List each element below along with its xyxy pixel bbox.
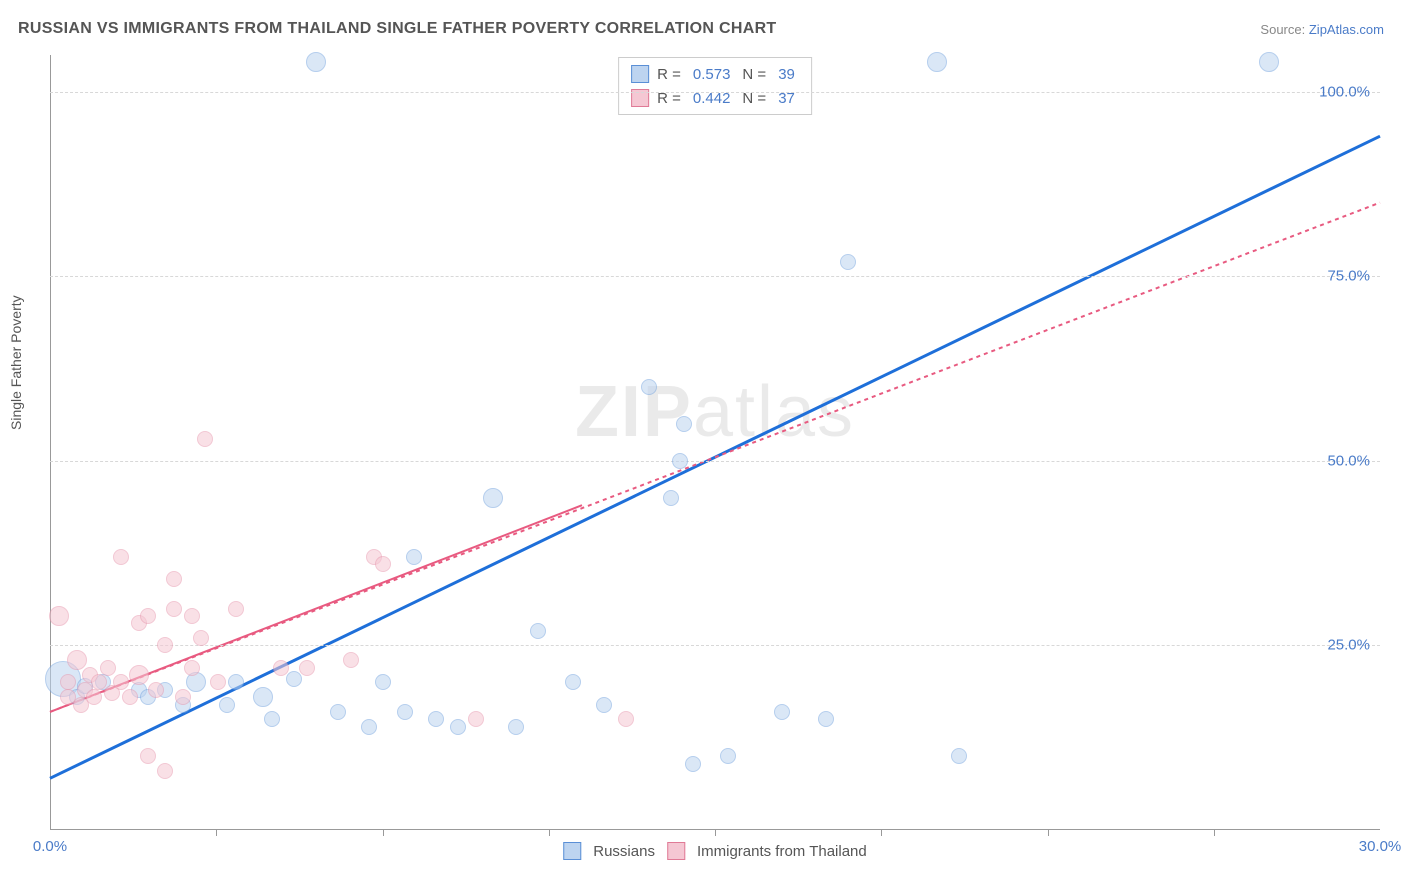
data-point bbox=[175, 689, 191, 705]
data-point bbox=[210, 674, 226, 690]
y-tick-label: 100.0% bbox=[1319, 83, 1370, 100]
data-point bbox=[140, 748, 156, 764]
data-point bbox=[100, 660, 116, 676]
data-point bbox=[596, 697, 612, 713]
data-point bbox=[618, 711, 634, 727]
data-point bbox=[428, 711, 444, 727]
stat-r-label: R = bbox=[657, 66, 681, 83]
data-point bbox=[193, 630, 209, 646]
data-point bbox=[927, 52, 947, 72]
y-axis-label: Single Father Poverty bbox=[8, 295, 24, 430]
gridline-h bbox=[50, 276, 1380, 277]
data-point bbox=[951, 748, 967, 764]
data-point bbox=[483, 488, 503, 508]
stat-n-label: N = bbox=[742, 66, 766, 83]
data-point bbox=[299, 660, 315, 676]
data-point bbox=[530, 623, 546, 639]
data-point bbox=[565, 674, 581, 690]
data-point bbox=[166, 571, 182, 587]
data-point bbox=[361, 719, 377, 735]
x-tick-label: 0.0% bbox=[33, 838, 67, 855]
data-point bbox=[840, 254, 856, 270]
data-point bbox=[184, 608, 200, 624]
data-point bbox=[228, 601, 244, 617]
data-point bbox=[375, 674, 391, 690]
series-legend: Russians Immigrants from Thailand bbox=[563, 842, 867, 860]
y-tick-label: 75.0% bbox=[1327, 268, 1370, 285]
data-point bbox=[157, 637, 173, 653]
data-point bbox=[306, 52, 326, 72]
x-minor-tick bbox=[881, 830, 882, 836]
data-point bbox=[685, 756, 701, 772]
data-point bbox=[148, 682, 164, 698]
data-point bbox=[676, 416, 692, 432]
x-minor-tick bbox=[1214, 830, 1215, 836]
data-point bbox=[91, 674, 107, 690]
data-point bbox=[113, 674, 129, 690]
chart-title: RUSSIAN VS IMMIGRANTS FROM THAILAND SING… bbox=[18, 20, 777, 38]
data-point bbox=[286, 671, 302, 687]
trendlines-layer bbox=[50, 55, 1380, 830]
data-point bbox=[67, 650, 87, 670]
data-point bbox=[60, 674, 76, 690]
y-tick-label: 25.0% bbox=[1327, 637, 1370, 654]
data-point bbox=[641, 379, 657, 395]
data-point bbox=[397, 704, 413, 720]
legend-stat-row: R =0.442N =37 bbox=[631, 86, 799, 110]
data-point bbox=[330, 704, 346, 720]
data-point bbox=[508, 719, 524, 735]
x-minor-tick bbox=[549, 830, 550, 836]
legend-swatch bbox=[667, 842, 685, 860]
x-minor-tick bbox=[715, 830, 716, 836]
data-point bbox=[343, 652, 359, 668]
data-point bbox=[720, 748, 736, 764]
data-point bbox=[1259, 52, 1279, 72]
data-point bbox=[219, 697, 235, 713]
x-tick-label: 30.0% bbox=[1359, 838, 1402, 855]
legend-label: Immigrants from Thailand bbox=[697, 843, 867, 860]
data-point bbox=[129, 665, 149, 685]
y-tick-label: 50.0% bbox=[1327, 452, 1370, 469]
chart-plot-area: ZIPatlas R =0.573N =39R =0.442N =37 Russ… bbox=[50, 55, 1380, 830]
gridline-h bbox=[50, 645, 1380, 646]
data-point bbox=[672, 453, 688, 469]
data-point bbox=[253, 687, 273, 707]
legend-label: Russians bbox=[593, 843, 655, 860]
data-point bbox=[818, 711, 834, 727]
data-point bbox=[157, 763, 173, 779]
gridline-h bbox=[50, 461, 1380, 462]
x-minor-tick bbox=[1048, 830, 1049, 836]
data-point bbox=[113, 549, 129, 565]
data-point bbox=[663, 490, 679, 506]
source-attribution: Source: ZipAtlas.com bbox=[1260, 22, 1384, 37]
data-point bbox=[450, 719, 466, 735]
data-point bbox=[375, 556, 391, 572]
data-point bbox=[140, 608, 156, 624]
source-label: Source: bbox=[1260, 22, 1305, 37]
data-point bbox=[122, 689, 138, 705]
x-minor-tick bbox=[216, 830, 217, 836]
data-point bbox=[228, 674, 244, 690]
legend-swatch bbox=[563, 842, 581, 860]
data-point bbox=[197, 431, 213, 447]
legend-swatch bbox=[631, 65, 649, 83]
x-minor-tick bbox=[383, 830, 384, 836]
stat-r-value: 0.573 bbox=[693, 66, 731, 83]
gridline-h bbox=[50, 92, 1380, 93]
data-point bbox=[184, 660, 200, 676]
stat-n-value: 39 bbox=[778, 66, 795, 83]
data-point bbox=[166, 601, 182, 617]
data-point bbox=[86, 689, 102, 705]
legend-stat-row: R = 0.573 N = 39 bbox=[631, 62, 799, 86]
data-point bbox=[273, 660, 289, 676]
trendline bbox=[50, 203, 1380, 712]
data-point bbox=[49, 606, 69, 626]
data-point bbox=[774, 704, 790, 720]
data-point bbox=[406, 549, 422, 565]
source-value: ZipAtlas.com bbox=[1309, 22, 1384, 37]
data-point bbox=[468, 711, 484, 727]
data-point bbox=[264, 711, 280, 727]
correlation-legend: R = 0.573 N = 39 R =0.442N =37 bbox=[618, 57, 812, 115]
